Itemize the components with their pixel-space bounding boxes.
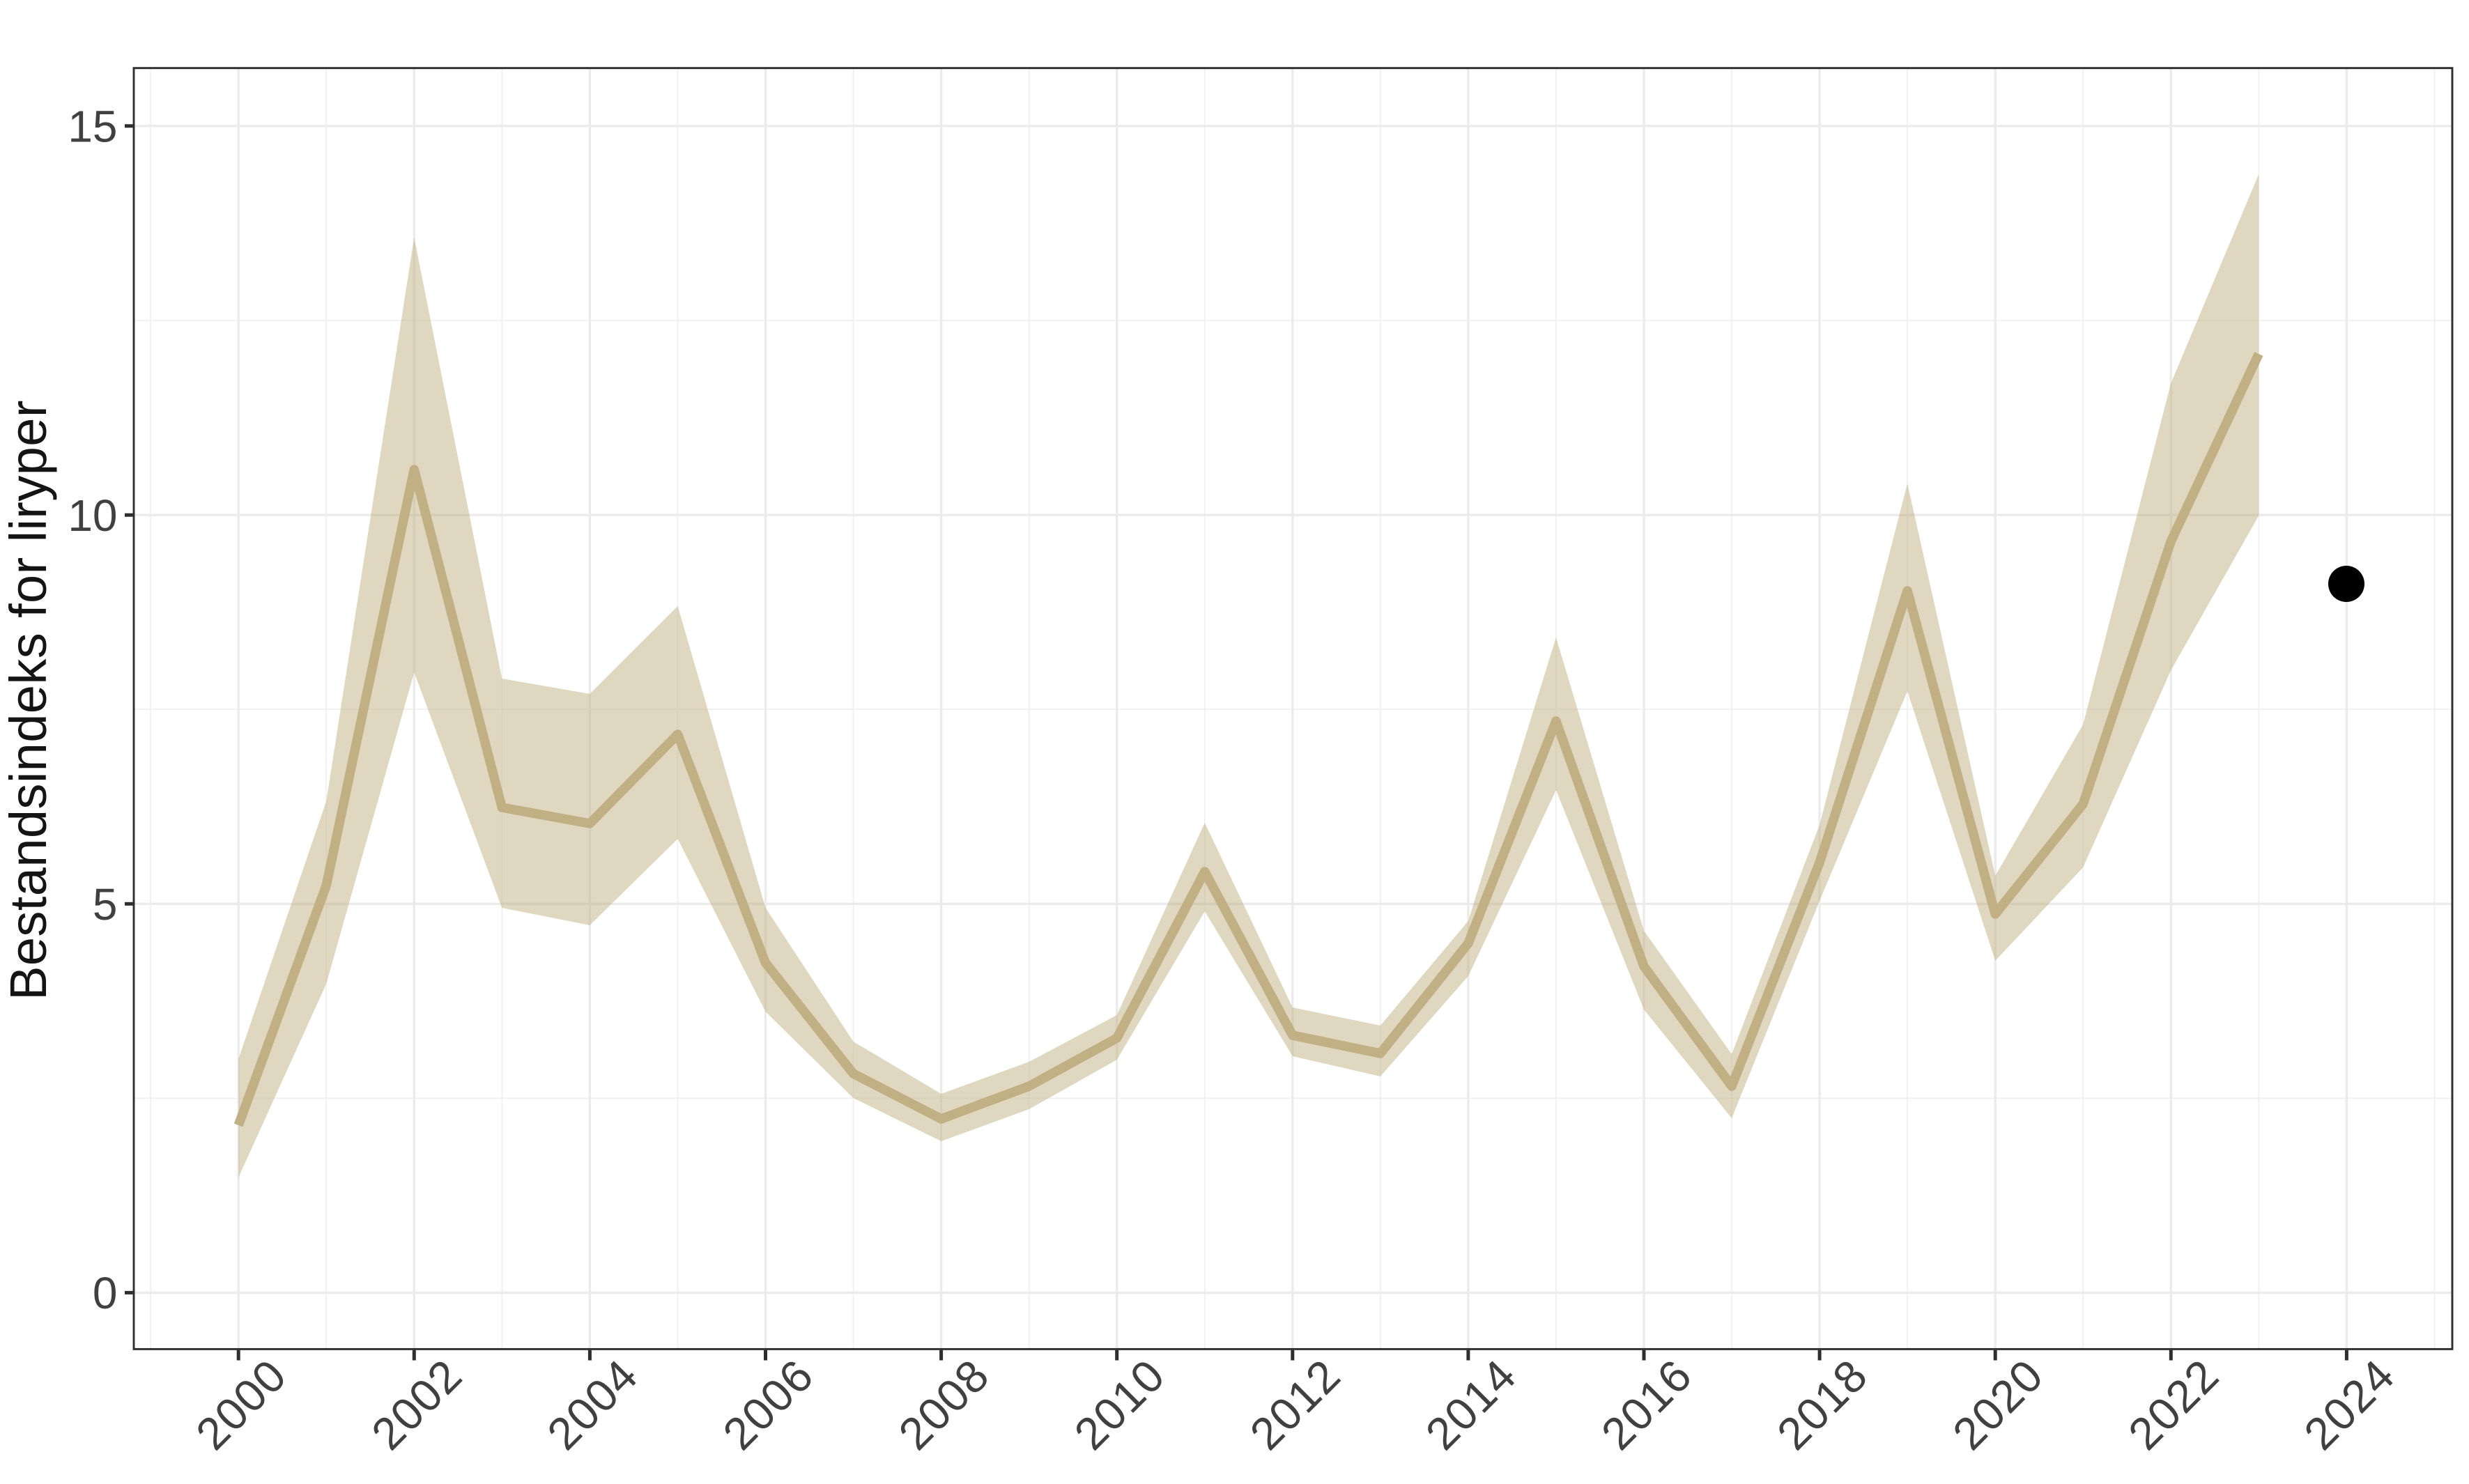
svg-text:10: 10 xyxy=(68,490,117,541)
svg-text:5: 5 xyxy=(93,879,118,929)
svg-text:0: 0 xyxy=(93,1268,118,1318)
svg-text:Bestandsindeks for liryper: Bestandsindeks for liryper xyxy=(0,400,57,1000)
svg-text:15: 15 xyxy=(68,101,117,151)
